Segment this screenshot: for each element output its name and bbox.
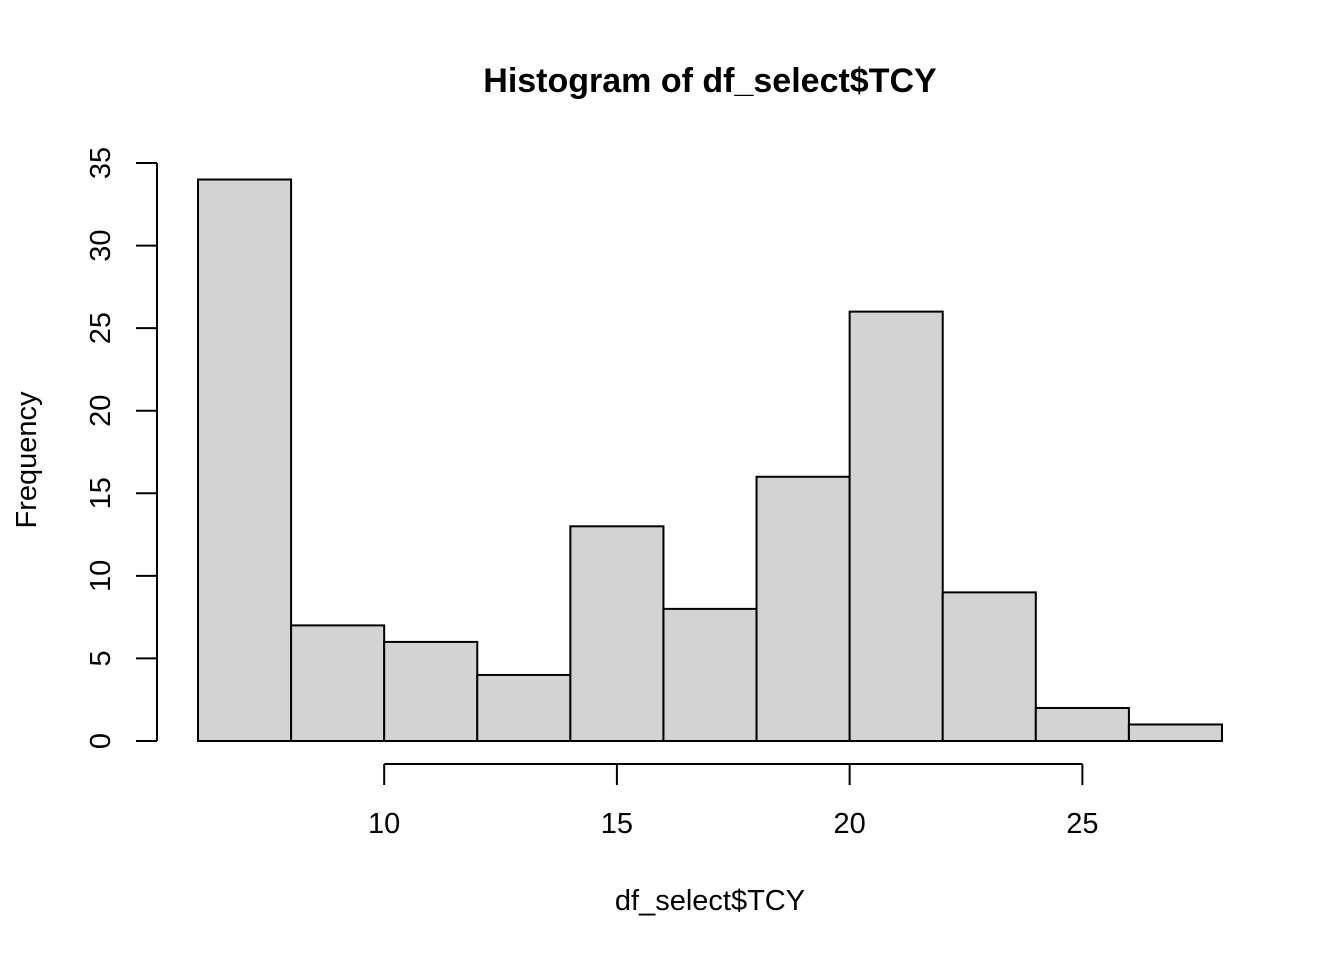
histogram-bar-8	[941, 591, 1037, 742]
y-tick-label-10: 10	[85, 560, 117, 592]
y-axis: 0 5 10 15 20 25 30 35	[85, 147, 158, 749]
y-tick-label-25: 25	[85, 312, 117, 344]
y-tick-label-0: 0	[85, 733, 117, 749]
histogram-bar-1	[290, 624, 386, 743]
x-tick-label-20: 20	[834, 808, 866, 840]
y-tick-label-5: 5	[85, 650, 117, 666]
y-axis-label: Frequency	[11, 391, 43, 529]
histogram-bar-3	[476, 673, 572, 743]
y-tick-label-35: 35	[85, 147, 117, 179]
histogram-bar-4	[569, 525, 665, 742]
x-tick-label-15: 15	[601, 808, 633, 840]
x-tick-label-25: 25	[1066, 808, 1098, 840]
histogram-bar-5	[662, 607, 758, 743]
histogram-bar-7	[848, 310, 944, 742]
x-axis: 10 15 20 25	[368, 763, 1098, 840]
x-axis-label: df_select$TCY	[615, 885, 805, 917]
y-tick-label-20: 20	[85, 395, 117, 427]
y-tick-label-15: 15	[85, 477, 117, 509]
histogram-bar-6	[755, 475, 851, 742]
histogram-bar-9	[1034, 706, 1130, 743]
histogram-bar-10	[1127, 723, 1223, 743]
chart-title: Histogram of df_select$TCY	[483, 62, 937, 100]
y-tick-label-30: 30	[85, 229, 117, 261]
x-tick-label-10: 10	[368, 808, 400, 840]
bars-group	[197, 178, 1223, 743]
histogram-bar-2	[383, 640, 479, 743]
histogram-bar-0	[197, 178, 293, 742]
